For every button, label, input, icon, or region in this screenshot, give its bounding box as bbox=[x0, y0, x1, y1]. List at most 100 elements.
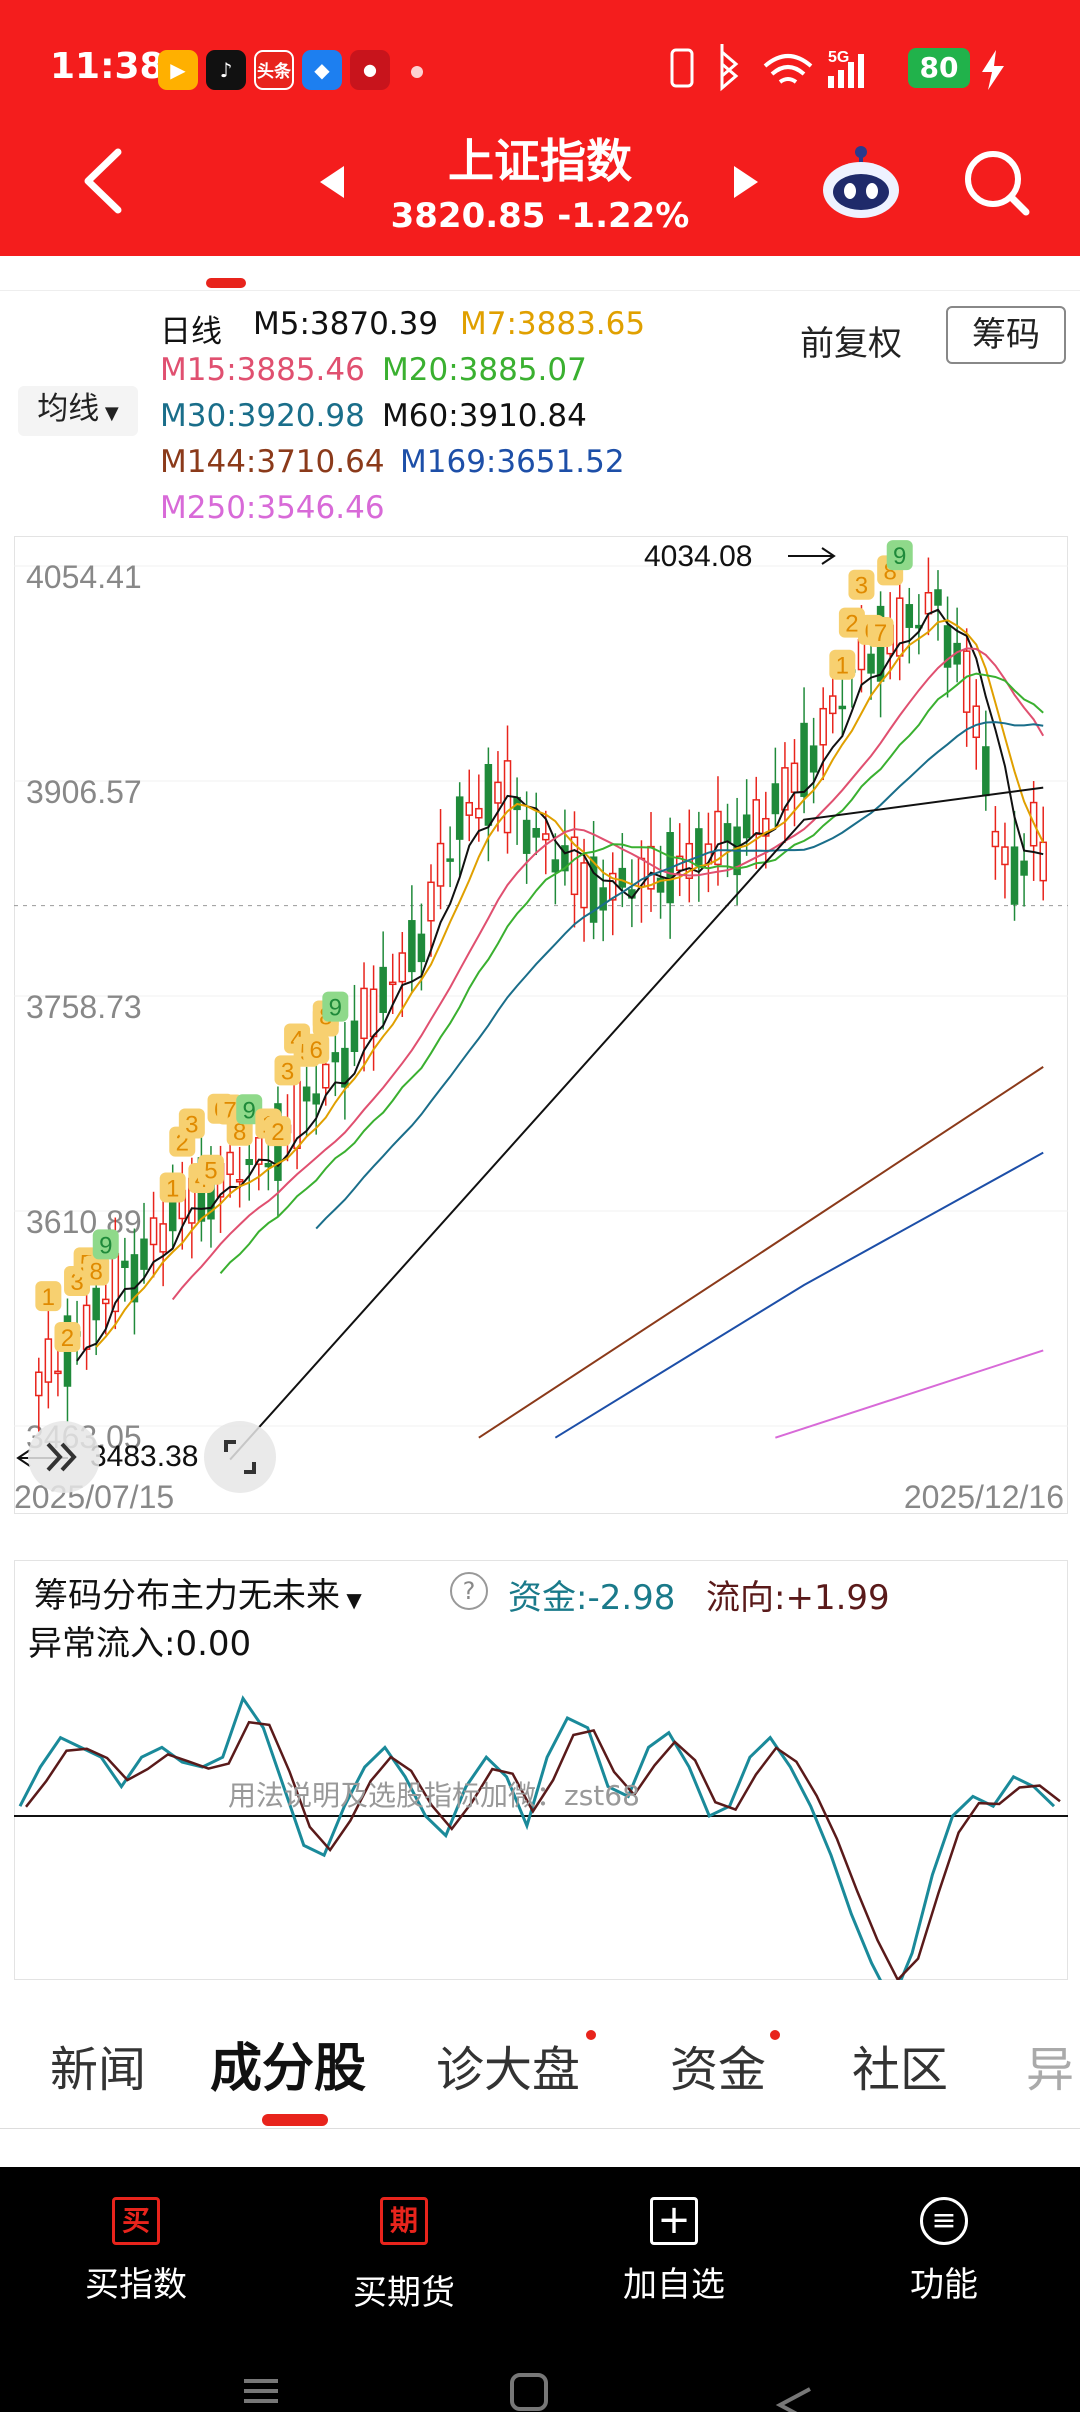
tab-funds[interactable]: 资金 bbox=[670, 2042, 767, 2098]
ma-m7: M7:3883.65 bbox=[460, 306, 646, 342]
candle-body bbox=[331, 1052, 340, 1063]
wifi-icon bbox=[763, 54, 813, 84]
ma-m169: M169:3651.52 bbox=[400, 444, 625, 480]
chips-button[interactable]: 筹码 bbox=[946, 306, 1066, 364]
flow-line bbox=[25, 1720, 1061, 1980]
content-tabs: 新闻 成分股 诊大盘 资金 社区 异 bbox=[0, 2000, 1080, 2130]
page-title: 上证指数 bbox=[448, 134, 632, 188]
ma-m250: M250:3546.46 bbox=[160, 490, 385, 526]
collapse-button[interactable] bbox=[28, 1421, 100, 1493]
ma-m144: M144:3710.64 bbox=[160, 444, 385, 480]
svg-text:3: 3 bbox=[185, 1112, 198, 1139]
td-sequence-marker: 2 bbox=[54, 1322, 81, 1353]
candle-body bbox=[322, 1063, 330, 1089]
adjust-toggle[interactable]: 前复权 bbox=[800, 324, 902, 364]
candle-body bbox=[121, 1260, 129, 1269]
tab-abnormal[interactable]: 异 bbox=[1026, 2042, 1075, 2098]
candle-body bbox=[723, 823, 732, 843]
candle-body bbox=[226, 1151, 234, 1176]
candle-body bbox=[465, 801, 474, 816]
battery-indicator: 80 bbox=[908, 48, 970, 88]
ma-m5: M5:3870.39 bbox=[253, 306, 439, 342]
blue-app-icon: ◆ bbox=[302, 50, 342, 90]
td-sequence-marker: 6 bbox=[303, 1033, 330, 1064]
candle-body bbox=[608, 872, 617, 901]
candle-body bbox=[302, 1086, 311, 1102]
candle-body bbox=[532, 827, 540, 838]
candle-body bbox=[647, 845, 655, 890]
td-sequence-marker: 3 bbox=[178, 1108, 205, 1139]
svg-text:2: 2 bbox=[61, 1325, 74, 1352]
toutiao-icon: 头条 bbox=[254, 50, 294, 90]
ma60-line bbox=[229, 786, 1044, 1461]
next-index-icon[interactable] bbox=[732, 164, 760, 200]
candle-body bbox=[245, 1158, 253, 1166]
search-icon[interactable] bbox=[962, 148, 1032, 218]
candle-body bbox=[589, 856, 598, 923]
low-price-label: 3483.38 bbox=[90, 1440, 198, 1473]
tab-news[interactable]: 新闻 bbox=[50, 2042, 147, 2098]
ma30-line bbox=[315, 721, 1044, 1230]
tab-notification-dot bbox=[586, 2030, 596, 2040]
home-icon bbox=[510, 2373, 548, 2411]
chart-frame bbox=[14, 536, 1068, 1514]
active-tab-indicator bbox=[262, 2114, 328, 2126]
status-bar: 11:38 ▶ ♪ 头条 ◆ ● 5G 80 bbox=[0, 30, 1080, 110]
futures-icon: 期 bbox=[380, 2197, 428, 2245]
td-sequence-marker: 3 bbox=[274, 1055, 301, 1086]
td-sequence-marker: 1 bbox=[829, 649, 856, 680]
tab-diagnose-market[interactable]: 诊大盘 bbox=[436, 2042, 581, 2098]
prev-index-icon[interactable] bbox=[318, 164, 346, 200]
candle-body bbox=[149, 1217, 158, 1246]
back-arrow-icon[interactable] bbox=[80, 148, 124, 214]
td-sequence-marker: 9 bbox=[92, 1229, 119, 1260]
svg-text:5: 5 bbox=[204, 1158, 217, 1185]
functions-button[interactable]: ≡ 功能 bbox=[844, 2197, 1044, 2306]
td-sequence-marker: 9 bbox=[322, 991, 349, 1022]
candle-body bbox=[809, 745, 818, 773]
candle-body bbox=[312, 1093, 320, 1105]
indicator-selector[interactable]: 筹码分布主力无未来 ▼ bbox=[34, 1568, 362, 1617]
expand-icon bbox=[224, 1440, 256, 1474]
ma-m20: M20:3885.07 bbox=[382, 352, 587, 388]
candle-body bbox=[762, 817, 770, 837]
tab-community[interactable]: 社区 bbox=[852, 2042, 949, 2098]
x-end-date: 2025/12/16 bbox=[904, 1479, 1064, 1514]
svg-text:9: 9 bbox=[243, 1097, 256, 1124]
candle-body bbox=[475, 807, 483, 819]
candle-body bbox=[580, 862, 588, 909]
tab-constituents[interactable]: 成分股 bbox=[210, 2039, 367, 2099]
add-watchlist-label: 加自选 bbox=[623, 2265, 725, 2305]
video-app-icon: ▶ bbox=[158, 50, 198, 90]
candle-body bbox=[1010, 846, 1019, 905]
y-tick-label: 3906.57 bbox=[26, 774, 142, 810]
double-chevron-icon bbox=[46, 1442, 77, 1472]
buy-futures-button[interactable]: 期 买期货 bbox=[304, 2197, 504, 2314]
candle-body bbox=[484, 763, 493, 826]
bottom-action-bar: 买 买指数 期 买期货 + 加自选 ≡ 功能 bbox=[0, 2167, 1080, 2412]
indicator-watermark: 用法说明及选股指标加微：zst68 bbox=[228, 1779, 640, 1812]
candle-body bbox=[140, 1238, 148, 1270]
candle-body bbox=[742, 814, 751, 839]
candle-body bbox=[92, 1287, 100, 1321]
candle-body bbox=[991, 830, 1000, 848]
moving-average-panel: 日线 M5:3870.39 M7:3883.65 M15:3885.46 M20… bbox=[0, 290, 1080, 530]
help-icon[interactable]: ? bbox=[450, 1572, 488, 1610]
candle-body bbox=[168, 1199, 177, 1232]
fund-line bbox=[18, 1695, 1056, 1980]
fullscreen-button[interactable] bbox=[204, 1421, 276, 1493]
bluetooth-icon bbox=[720, 44, 739, 92]
indicator-title: 筹码分布主力无未来 bbox=[34, 1576, 340, 1616]
candle-body bbox=[82, 1304, 91, 1350]
add-watchlist-button[interactable]: + 加自选 bbox=[574, 2197, 774, 2306]
tabs-divider bbox=[0, 2128, 1080, 2129]
ma169-line bbox=[554, 1151, 1044, 1439]
candle-body bbox=[695, 828, 703, 867]
robot-assistant-icon[interactable] bbox=[820, 144, 902, 220]
kline-chart[interactable]: 4054.413906.573758.733610.893463.0512358… bbox=[14, 536, 1068, 1514]
ma-selector[interactable]: 均线 ▼ bbox=[18, 386, 138, 436]
buy-index-button[interactable]: 买 买指数 bbox=[36, 2197, 236, 2306]
ma7-line bbox=[95, 619, 1045, 1348]
svg-text:6: 6 bbox=[310, 1037, 323, 1064]
buy-futures-label: 买期货 bbox=[353, 2273, 455, 2313]
